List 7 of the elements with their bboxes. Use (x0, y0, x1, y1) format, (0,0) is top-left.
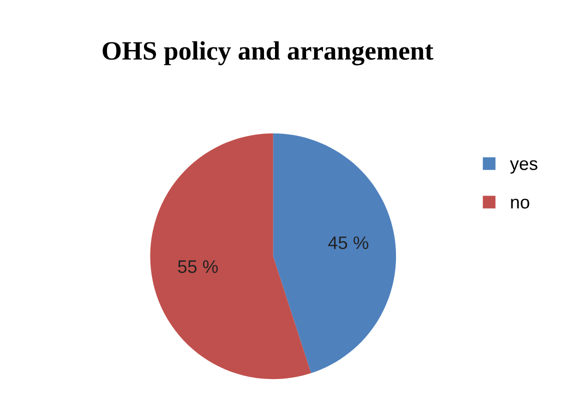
data-label: 45 % (328, 236, 368, 250)
pie-slice (273, 133, 396, 374)
pie-slice (150, 133, 312, 380)
legend-label: yes (510, 160, 538, 174)
legend-label: no (511, 198, 530, 209)
chart-title: OHS policy and arrangement (102, 41, 434, 66)
data-label: 55 % (178, 260, 218, 274)
